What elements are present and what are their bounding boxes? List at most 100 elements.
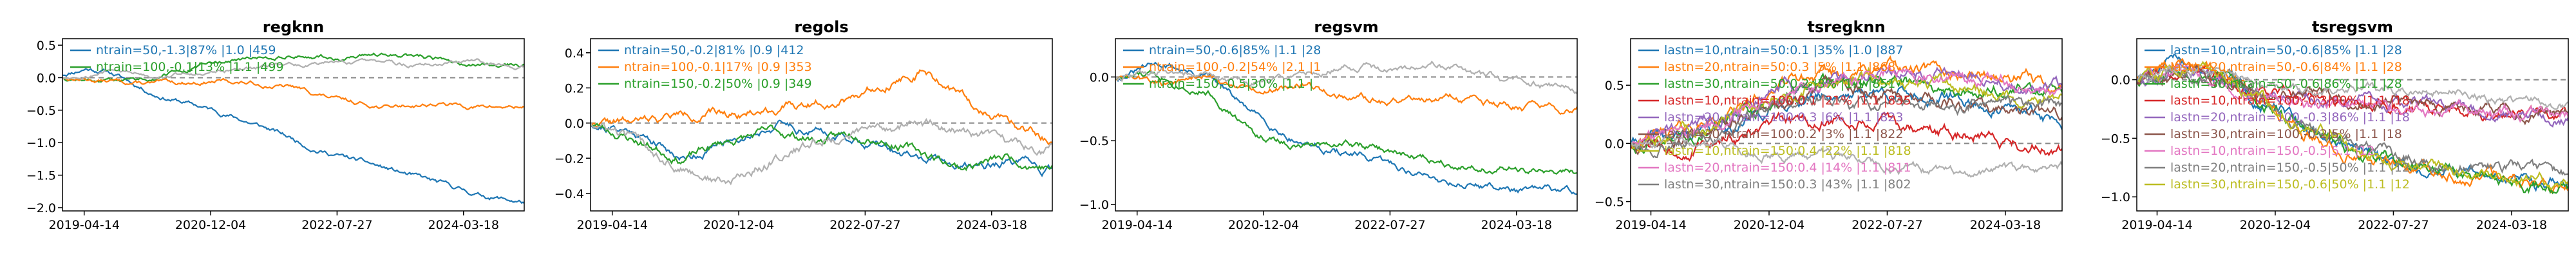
chart-title: regsvm: [1314, 18, 1378, 36]
chart-panel-tsregsvm: tsregsvm 0.0 −0.5 −1.0 2019-04-14 2020-12-04 2…: [2101, 18, 2569, 232]
legend-entry: ntrain=100,-0.1|17% |0.9 |353: [624, 60, 812, 74]
y-tick-label: −0.4: [554, 187, 584, 201]
legend-entry: ntrain=150,-0.2|50% |0.9 |349: [624, 77, 812, 91]
series-line-8: [2137, 61, 2568, 191]
series-line-3: [591, 117, 1052, 186]
x-tick-label: 2019-04-14: [2121, 218, 2192, 232]
series-line-0: [1631, 84, 2062, 148]
series-line-9: [2137, 63, 2568, 110]
y-tick-label: −1.5: [26, 169, 56, 183]
legend-entry: ntrain=50,-1.3|87% |1.0 |459: [96, 43, 276, 57]
plot-frame: [1630, 38, 2063, 212]
x-tick-label: 2020-12-04: [1734, 218, 1804, 232]
x-tick-label: 2020-12-04: [703, 218, 774, 232]
series-line-6: [2137, 64, 2568, 123]
plot-frame: [2136, 38, 2569, 212]
legend-entry: lastn=20,ntrain=100:0.3 |6% |1.1 |823: [1664, 110, 1903, 124]
x-tick-label: 2024-03-18: [1970, 218, 2041, 232]
series-line-3: [1115, 60, 1577, 95]
series-line-8: [1631, 94, 2062, 159]
x-tick-label: 2022-07-27: [301, 218, 372, 232]
x-tick-label: 2024-03-18: [2476, 218, 2547, 232]
series-line-0: [1115, 61, 1577, 195]
y-tick-label: −1.0: [2101, 190, 2130, 204]
y-tick-label: 0.5: [1605, 79, 1624, 93]
y-tick-label: 0.0: [2111, 74, 2130, 88]
y-tick-label: −1.0: [26, 136, 56, 150]
y-tick-label: 0.4: [565, 46, 584, 61]
legend-entry: ntrain=150,-0.5|30% |1.1 |: [1149, 77, 1313, 91]
x-tick-label: 2019-04-14: [576, 218, 647, 232]
legend-entry: lastn=20,ntrain=150:0.4 |14% |1.1 |811: [1664, 161, 1911, 175]
y-tick-label: −2.0: [26, 201, 56, 215]
y-tick-label: −0.2: [554, 152, 584, 166]
chart-panel-tsregknn: tsregknn 0.5 0.0 −0.5 2019-04-14 2020-12-04 20…: [1595, 18, 2063, 232]
x-tick-label: 2024-03-18: [428, 218, 499, 232]
legend-entry: lastn=10,ntrain=50:0.1 |35% |1.0 |887: [1664, 43, 1903, 57]
chart-title: regols: [794, 18, 848, 36]
y-tick-label: 0.2: [565, 81, 584, 95]
legend-entry: lastn=30,ntrain=100,-0.2|5% |1.1 |18: [2170, 127, 2402, 141]
y-tick-label: 0.0: [1090, 70, 1109, 84]
x-tick-label: 2020-12-04: [2240, 218, 2311, 232]
x-tick-label: 2019-04-14: [1101, 218, 1172, 232]
plot-frame: [62, 38, 525, 212]
plot-frame: [590, 38, 1053, 212]
legend-entry: lastn=30,ntrain=150,-0.6|50% |1.1 |12: [2170, 177, 2410, 192]
legend-entry: ntrain=100,-0.1|13% |1.1 |499: [96, 60, 284, 74]
chart-panel-regknn: regknn 0.5 0.0 −0.5 −1.0 −1.5 −2.0 2019-04-14 20…: [26, 18, 525, 232]
x-tick-label: 2020-12-04: [175, 218, 246, 232]
y-tick-label: −0.5: [1595, 195, 1624, 210]
legend-entry: lastn=30,ntrain=50,-0.6|86% |1.1 |28: [2170, 77, 2402, 91]
series-line-0: [591, 119, 1052, 177]
series-line-2: [62, 77, 524, 110]
legend-entry: lastn=30,ntrain=50:0.2 |3% |1.1 |851: [1664, 77, 1895, 91]
x-tick-label: 2019-04-14: [48, 218, 119, 232]
chart-panel-regsvm: regsvm 0.0 −0.5 −1.0 2019-04-14 2020-12-04 202…: [1079, 18, 1578, 232]
series-line-1: [62, 52, 524, 83]
chart-title: tsregknn: [1807, 18, 1885, 36]
series-line-1: [1631, 55, 2062, 154]
series-line-7: [2137, 66, 2568, 176]
series-line-3: [1631, 111, 2062, 162]
legend-entry: lastn=10,ntrain=50,-0.6|85% |1.1 |28: [2170, 43, 2402, 57]
legend-entry: lastn=10,ntrain=150:0.4 |22% |1.1 |818: [1664, 144, 1911, 158]
series-line-6: [1631, 66, 2062, 149]
series-line-0: [62, 68, 524, 204]
series-line-1: [1115, 73, 1577, 115]
y-tick-label: 0.0: [565, 117, 584, 131]
y-tick-label: 0.0: [1605, 137, 1624, 151]
legend-entry: lastn=30,ntrain=100:0.2 |3% |1.1 |822: [1664, 127, 1903, 141]
plot-frame: [1115, 38, 1578, 212]
series-line-1: [2137, 57, 2568, 194]
chart-panel-regols: regols 0.4 0.2 0.0 −0.2 −0.4 2019-04-14 2020-12…: [554, 18, 1053, 232]
x-tick-label: 2022-07-27: [2358, 218, 2429, 232]
legend-entry: lastn=20,ntrain=50,-0.6|84% |1.1 |28: [2170, 60, 2402, 74]
legend-entry: lastn=30,ntrain=150:0.3 |43% |1.1 |802: [1664, 177, 1911, 192]
legend-entry: lastn=20,ntrain=50:0.3 |5% |1.1 |868: [1664, 60, 1895, 74]
x-tick-label: 2020-12-04: [1228, 218, 1299, 232]
x-tick-label: 2019-04-14: [1615, 218, 1686, 232]
chart-title: regknn: [263, 18, 324, 36]
x-tick-label: 2024-03-18: [956, 218, 1027, 232]
y-tick-label: −0.5: [2101, 132, 2130, 146]
legend-entry: ntrain=100,-0.2|54% |2.1 |1: [1149, 60, 1321, 74]
chart-title: tsregsvm: [2312, 18, 2393, 36]
legend-entry: lastn=20,ntrain=150,-0.5|50% |1.1 |12: [2170, 161, 2410, 175]
legend-entry: ntrain=50,-0.2|81% |0.9 |412: [624, 43, 804, 57]
legend-entry: ntrain=50,-0.6|85% |1.1 |28: [1149, 43, 1321, 57]
y-tick-label: −1.0: [1079, 198, 1109, 212]
series-line-5: [2137, 64, 2568, 126]
series-line-2: [2137, 69, 2568, 195]
y-tick-label: −0.5: [1079, 134, 1109, 148]
y-tick-label: 0.5: [37, 39, 56, 53]
series-line-2: [1115, 69, 1577, 175]
series-line-3: [62, 57, 524, 81]
series-line-2: [591, 122, 1052, 172]
legend-entry: lastn=10,ntrain=100,-0.3|90% |1.1 |18: [2170, 94, 2410, 108]
x-tick-label: 2024-03-18: [1481, 218, 1552, 232]
legend-entry: lastn=10,ntrain=100:0.1 |21% |1.1 |835: [1664, 94, 1911, 108]
x-tick-label: 2022-07-27: [1354, 218, 1425, 232]
series-line-1: [591, 69, 1052, 146]
